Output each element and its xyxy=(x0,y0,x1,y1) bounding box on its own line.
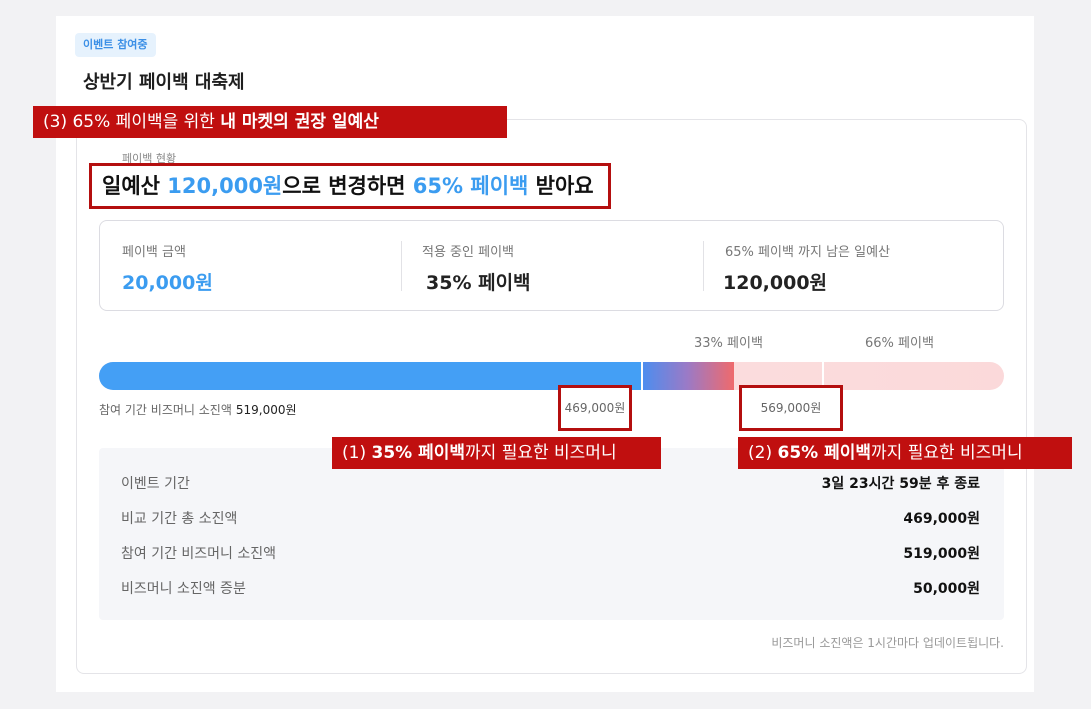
recommendation-headline: 일예산 120,000원으로 변경하면 65% 페이백 받아요 xyxy=(89,163,611,209)
detail-key: 참여 기간 비즈머니 소진액 xyxy=(121,546,277,562)
tier2-label: 66% 페이백 xyxy=(865,336,934,351)
remaining-budget-label: 65% 페이백 까지 남은 일예산 xyxy=(725,245,891,260)
spend-caption: 참여 기간 비즈머니 소진액 519,000원 xyxy=(99,401,297,418)
headline-budget: 120,000원 xyxy=(167,174,283,198)
payback-card: 페이백 현황 일예산 120,000원으로 변경하면 65% 페이백 받아요 페… xyxy=(76,119,1027,674)
spend-caption-label: 참여 기간 비즈머니 소진액 xyxy=(99,403,232,417)
callout-recommended-budget: (3) 65% 페이백을 위한 내 마켓의 권장 일예산 xyxy=(33,106,507,138)
payback-status-label: 페이백 현황 xyxy=(122,152,177,165)
headline-suffix: 받아요 xyxy=(528,174,594,198)
detail-row: 참여 기간 비즈머니 소진액 519,000원 xyxy=(121,543,980,563)
detail-value: 519,000원 xyxy=(903,546,980,562)
callout-bold-text: 35% 페이백 xyxy=(371,443,466,463)
headline-prefix: 일예산 xyxy=(102,174,168,198)
detail-value: 469,000원 xyxy=(903,511,980,527)
page-title: 상반기 페이백 대축제 xyxy=(83,72,245,93)
event-page: 이벤트 참여중 상반기 페이백 대축제 페이백 현황 일예산 120,000원으… xyxy=(56,16,1034,692)
callout-text: 까지 필요한 비즈머니 xyxy=(465,443,617,463)
summary-divider xyxy=(703,241,704,291)
remaining-budget-value: 120,000원 xyxy=(723,272,828,294)
tier1-label: 33% 페이백 xyxy=(694,336,763,351)
headline-rate: 65% 페이백 xyxy=(412,174,529,198)
callout-35-requirement: (1) 35% 페이백까지 필요한 비즈머니 xyxy=(332,437,661,469)
callout-text: (2) xyxy=(748,443,778,463)
current-rate-value: 35% 페이백 xyxy=(426,272,531,294)
progress-gradient xyxy=(641,362,734,390)
milestone-65-value: 569,000원 xyxy=(739,385,843,431)
callout-text: 까지 필요한 비즈머니 xyxy=(871,443,1023,463)
detail-row: 이벤트 기간 3일 23시간 59분 후 종료 xyxy=(121,473,980,493)
progress-fill xyxy=(99,362,641,390)
current-rate-label: 적용 중인 페이백 xyxy=(422,245,514,260)
callout-text: (3) 65% 페이백을 위한 xyxy=(43,112,221,132)
payback-amount-value: 20,000원 xyxy=(122,272,213,294)
detail-value: 50,000원 xyxy=(913,581,980,597)
milestone-35-value: 469,000원 xyxy=(558,385,632,431)
detail-value: 3일 23시간 59분 후 종료 xyxy=(821,476,980,492)
tier1-marker xyxy=(641,362,643,390)
detail-key: 이벤트 기간 xyxy=(121,476,190,492)
callout-text: (1) xyxy=(342,443,372,463)
detail-row: 비즈머니 소진액 증분 50,000원 xyxy=(121,578,980,598)
detail-key: 비즈머니 소진액 증분 xyxy=(121,581,246,597)
spend-caption-value: 519,000원 xyxy=(235,403,297,417)
detail-key: 비교 기간 총 소진액 xyxy=(121,511,238,527)
callout-bold-text: 내 마켓의 권장 일예산 xyxy=(220,112,379,132)
payback-amount-label: 페이백 금액 xyxy=(122,245,186,260)
callout-bold-text: 65% 페이백 xyxy=(777,443,872,463)
headline-mid: 으로 변경하면 xyxy=(282,174,413,198)
payback-summary: 페이백 금액 20,000원 적용 중인 페이백 35% 페이백 65% 페이백… xyxy=(99,220,1004,311)
payback-progress-bar xyxy=(99,362,1004,390)
event-details-panel: 이벤트 기간 3일 23시간 59분 후 종료 비교 기간 총 소진액 469,… xyxy=(99,448,1004,620)
detail-row: 비교 기간 총 소진액 469,000원 xyxy=(121,508,980,528)
summary-divider xyxy=(401,241,402,291)
tier2-marker xyxy=(822,362,824,390)
callout-65-requirement: (2) 65% 페이백까지 필요한 비즈머니 xyxy=(738,437,1072,469)
update-footnote: 비즈머니 소진액은 1시간마다 업데이트됩니다. xyxy=(771,636,1004,650)
event-status-badge: 이벤트 참여중 xyxy=(75,33,156,57)
